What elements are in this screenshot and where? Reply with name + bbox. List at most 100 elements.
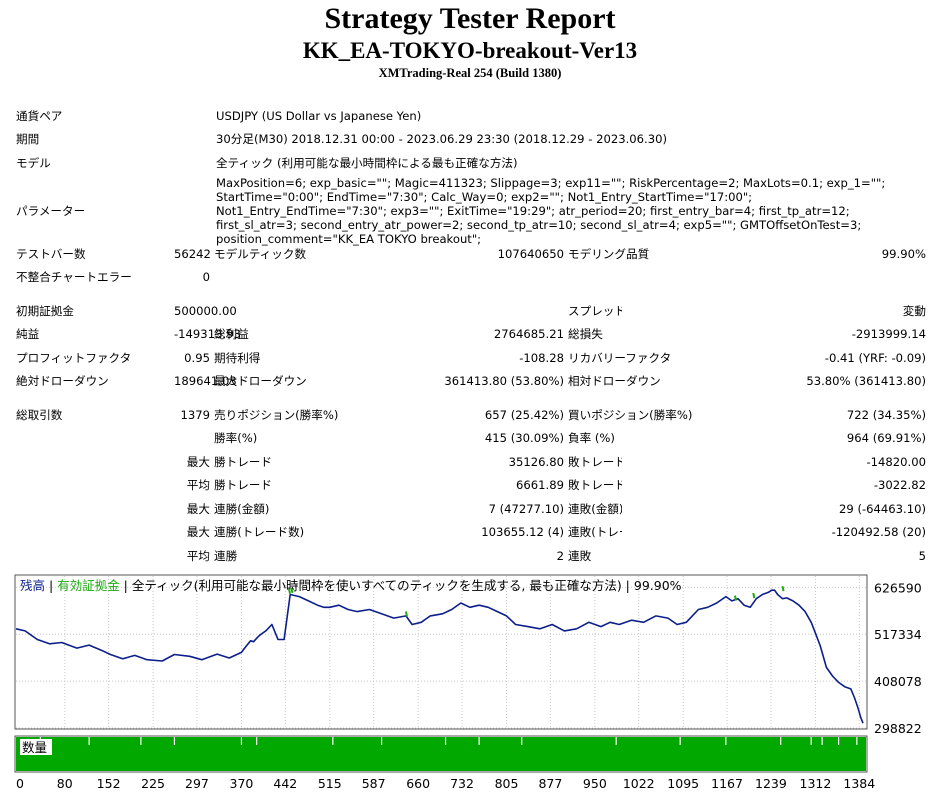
x-tick-label: 80 [57,776,73,791]
deposit-value: 500000.00 [174,303,237,318]
gross-profit-value: 2764685.21 [493,327,564,342]
max-consec-loss-money-value: 29 (-64463.10) [839,501,926,516]
expected-value: -108.28 [519,350,564,365]
x-tick-label: 297 [185,776,209,791]
plot-frame [14,574,868,730]
x-tick-label: 1022 [623,776,655,791]
legend-quality: 99.90% [634,578,682,593]
max-prefix-2: 最大 [186,501,210,516]
bars-label: テストバー数 [16,246,86,261]
grid [16,576,866,729]
max-trade-row: 最大 勝トレード 35126.80 敗トレード -14820.00 [14,450,928,474]
series-lines [15,585,864,724]
avg-consec-win-label: 連勝 [214,548,238,563]
volume-frame [14,735,868,773]
quality-label: モデリング品質 [568,246,650,261]
mismatch-label: 不整合チャートエラー [16,270,132,285]
max-consec-loss-trades-label: 連敗(トレード数) [568,525,622,540]
recovery-label: リカバリーファクタ [568,350,672,365]
max-consec-win-trades-value: 103655.12 (4) [481,525,564,540]
report-title: Strategy Tester Report [324,2,616,35]
x-tick-label: 660 [406,776,430,791]
legend-model: 全ティック(利用可能な最小時間枠を使いすべてのティックを生成する, 最も正確な方… [132,578,622,593]
volume-bar [16,737,866,771]
rel-dd-label: 相対ドローダウン [568,374,661,389]
win-rate-value: 415 (30.09%) [484,431,564,446]
max-consec-win-money-value: 7 (47277.10) [488,501,564,516]
max-consec-money-row: 最大 連勝(金額) 7 (47277.10) 連敗(金額) 29 (-64463… [14,497,928,521]
volume-label: 数量 [22,740,47,755]
drawdown-row: 絶対ドローダウン 189641.03 最大ドローダウン 361413.80 (5… [14,370,928,394]
bars-row: テストバー数 56242 モデルティック数 107640650 モデリング品質 … [14,242,928,266]
net-row: 純益 -149313.93 総利益 2764685.21 総損失 -291399… [14,323,928,347]
pf-value: 0.95 [184,350,210,365]
equity-mark [287,588,291,594]
avg-prefix: 平均 [186,478,210,493]
avg-consec-loss-value: 5 [918,548,926,563]
balance-line [15,589,864,724]
equity-mark [404,611,408,617]
balance-chart-svg: 残高 | 有効証拠金 | 全ティック(利用可能な最小時間枠を使いすべてのティック… [14,574,922,796]
x-tick-label: 1312 [800,776,832,791]
net-label: 純益 [16,327,40,342]
expected-label: 期待利得 [214,350,261,365]
x-tick-label: 225 [141,776,165,791]
pf-row: プロフィットファクタ 0.95 期待利得 -108.28 リカバリーファクタ -… [14,346,928,370]
abs-dd-label: 絶対ドローダウン [16,374,109,389]
y-tick-label: 408078 [874,674,922,689]
x-tick-label: 587 [362,776,386,791]
y-tick-label: 517334 [874,627,922,642]
quality-value: 99.90% [881,246,926,261]
settings-table: 通貨ペア USDJPY (US Dollar vs Japanese Yen) … [14,104,928,247]
equity-mark [734,595,737,601]
period-row: 期間 30分足(M30) 2018.12.31 00:00 - 2023.06.… [14,128,928,152]
long-value: 722 (34.35%) [846,407,926,422]
avg-consec-loss-label: 連敗 [568,548,592,563]
params-label: パラメーター [16,203,86,218]
model-row: モデル 全ティック (利用可能な最小時間枠による最も正確な方法) [14,151,928,175]
legend-sep-3: | [622,578,634,593]
long-label: 買いポジション(勝率%) [568,407,693,422]
gross-profit-label: 総利益 [214,327,249,342]
loss-rate-label: 負率 (%) [568,431,615,446]
symbol-label: 通貨ペア [16,108,63,123]
x-tick-label: 1095 [667,776,699,791]
equity-mark [752,592,756,599]
x-tick-label: 515 [318,776,342,791]
max-consec-trades-row: 最大 連勝(トレード数) 103655.12 (4) 連敗(トレード数) -12… [14,521,928,545]
x-tick-label: 805 [495,776,519,791]
x-tick-label: 0 [16,776,24,791]
ea-name: KK_EA-TOKYO-breakout-Ver13 [302,38,638,63]
recovery-value: -0.41 (YRF: -0.09) [824,350,926,365]
legend-sep-2: | [120,578,132,593]
results-table: テストバー数 56242 モデルティック数 107640650 モデリング品質 … [14,242,928,568]
equity-mark [781,585,785,592]
bars-value: 56242 [174,246,211,261]
params-value: MaxPosition=6; exp_basic=""; Magic=41132… [216,175,886,246]
avg-consec-win-value: 2 [556,548,564,563]
max-dd-label: 最大ドローダウン [214,374,307,389]
y-tick-label: 298822 [874,721,922,736]
max-loss-label: 敗トレード [568,454,622,469]
net-value: -149313.93 [174,327,241,342]
x-tick-label: 1239 [755,776,787,791]
period-label: 期間 [16,132,40,147]
x-tick-label: 370 [230,776,254,791]
short-value: 657 (25.42%) [484,407,564,422]
x-tick-label: 1167 [711,776,743,791]
x-tick-label: 442 [273,776,297,791]
legend-sep-1: | [45,578,57,593]
x-tick-label: 152 [97,776,121,791]
chart-legend: 残高 | 有効証拠金 | 全ティック(利用可能な最小時間枠を使いすべてのティック… [20,578,682,593]
symbol-value: USDJPY (US Dollar vs Japanese Yen) [216,108,422,123]
max-consec-loss-money-label: 連敗(金額) [568,501,622,516]
avg-loss-value: -3022.82 [873,478,926,493]
max-prefix-3: 最大 [186,525,210,540]
rel-dd-value: 53.80% (361413.80) [806,374,926,389]
x-tick-label: 950 [583,776,607,791]
y-axis-ticks: 626590 517334 408078 298822 [874,580,922,736]
x-tick-label: 732 [450,776,474,791]
max-loss-value: -14820.00 [866,454,926,469]
loss-rate-value: 964 (69.91%) [846,431,926,446]
spread-label: スプレッド [568,303,622,318]
